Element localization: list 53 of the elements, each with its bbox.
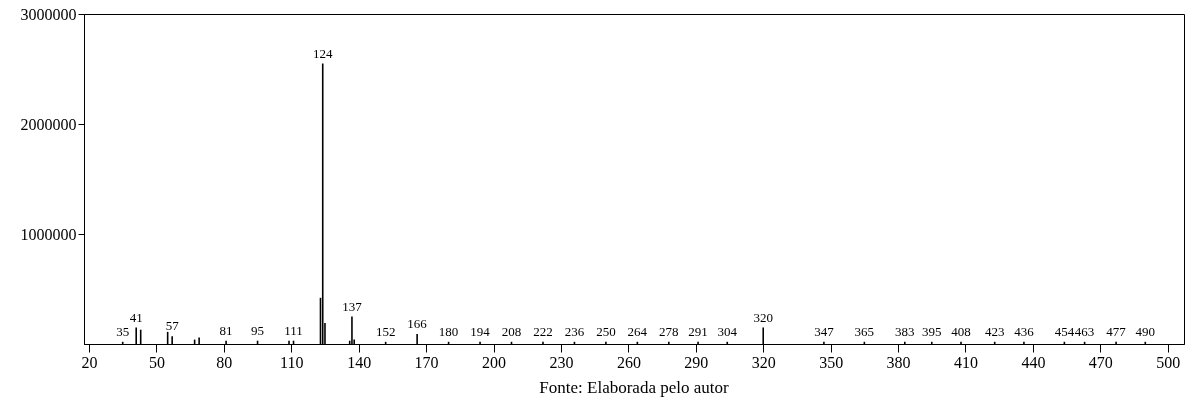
annotation: 41: [129, 309, 143, 325]
annotation: 166: [407, 316, 428, 332]
x-tick-label: 440: [1021, 353, 1046, 371]
x-tick-label: 200: [482, 353, 507, 371]
annotation: 436: [1014, 323, 1035, 339]
annotation: 365: [854, 323, 875, 339]
x-tick-label: 110: [280, 353, 304, 371]
x-tick-label: 350: [819, 353, 844, 371]
x-tick-label: 50: [148, 353, 165, 371]
annotation: 124: [312, 45, 333, 61]
x-tick-label: 380: [886, 353, 911, 371]
x-tick-label: 500: [1156, 353, 1181, 371]
annotation: 278: [659, 323, 679, 339]
annotation: 304: [717, 323, 738, 339]
annotation: 137: [342, 298, 363, 314]
annotation: 111: [284, 322, 303, 338]
x-tick-label: 260: [616, 353, 641, 371]
annotation: 477: [1106, 323, 1127, 339]
annotation: 395: [922, 323, 942, 339]
x-tick-label: 140: [347, 353, 372, 371]
annotation: 236: [564, 323, 585, 339]
source-note: Fonte: Elaborada pelo autor: [539, 378, 729, 397]
x-tick-label: 410: [953, 353, 978, 371]
annotation: 291: [688, 323, 708, 339]
annotation: 208: [501, 323, 522, 339]
annotation: 490: [1135, 323, 1156, 339]
annotation: 347: [814, 323, 835, 339]
annotation: 320: [753, 309, 773, 325]
annotation: 95: [251, 322, 265, 338]
x-tick-label: 80: [216, 353, 233, 371]
x-tick-label: 230: [549, 353, 574, 371]
annotation: 383: [895, 323, 915, 339]
annotation: 194: [470, 323, 491, 339]
annotation: 454: [1054, 323, 1075, 339]
x-tick-label: 20: [81, 353, 98, 371]
annotation: 264: [627, 323, 648, 339]
annotation: 250: [596, 323, 616, 339]
annotation: 57: [165, 318, 180, 334]
annotation: 35: [116, 323, 130, 339]
x-tick-label: 290: [684, 353, 709, 371]
x-tick-label: 470: [1088, 353, 1113, 371]
x-tick-label: 320: [751, 353, 776, 371]
annotation: 81: [219, 322, 233, 338]
annotation: 152: [375, 323, 396, 339]
annotation: 180: [438, 323, 459, 339]
annotation: 423: [984, 323, 1005, 339]
y-tick-label: 3000000: [20, 5, 77, 23]
y-tick-label: 2000000: [20, 115, 77, 133]
annotation: 222: [533, 323, 553, 339]
y-tick-label: 1000000: [20, 225, 77, 243]
annotation: 463: [1074, 323, 1095, 339]
annotation: 408: [951, 323, 971, 339]
x-tick-label: 170: [414, 353, 439, 371]
